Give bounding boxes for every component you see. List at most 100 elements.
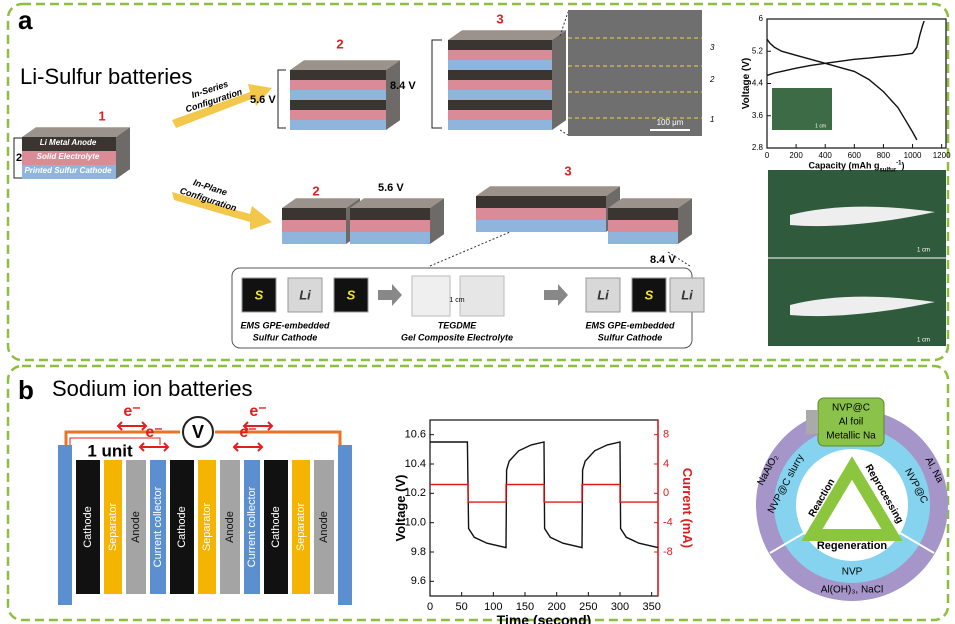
cell-layer (264, 460, 288, 594)
sample-tile (669, 277, 705, 313)
stack-layer (540, 220, 606, 232)
y2-tick-label: -8 (663, 546, 673, 558)
battery-label: Metallic Na (826, 431, 876, 442)
x-tick-label: 0 (765, 151, 770, 160)
x-tick-label: 400 (819, 151, 833, 160)
gel-sheet (459, 275, 505, 317)
layer-label: Anode (318, 511, 330, 543)
stacks (22, 30, 692, 244)
y2-axis-label: Current (mA) (680, 468, 695, 548)
series-line (766, 38, 918, 141)
stack-number: 3 (496, 11, 503, 26)
stack-layer (290, 120, 386, 130)
stack-layer (540, 208, 606, 220)
electron-arrow (242, 421, 274, 431)
cell-layer (104, 460, 122, 594)
voltage: 8.4 V (650, 254, 676, 266)
y2-tick-label: 0 (663, 487, 669, 499)
series-line (766, 20, 925, 77)
layer-label: Li Metal Anode (40, 138, 97, 147)
layer-label: Solid Electrolyte (37, 152, 100, 161)
unit-bracket (69, 437, 161, 445)
electron-arrow (116, 421, 148, 431)
x-tick-label: 150 (516, 601, 534, 613)
x-tick-label: 600 (848, 151, 862, 160)
cell-stack: Cathode Separator Anode Current collector Ca… (58, 445, 352, 605)
caption: EMS GPE-embedded (240, 320, 330, 330)
y-tick-label: 4.4 (752, 79, 764, 88)
x-tick-label: 200 (789, 151, 803, 160)
layer-label: Cathode (82, 506, 94, 548)
panel-b-frame (6, 364, 950, 622)
x-axis-label-part: -1 (896, 160, 902, 166)
x-tick-label: 800 (877, 151, 891, 160)
unit-label: 1 unit (87, 441, 133, 460)
layer-label: Separator (295, 503, 307, 552)
scale-label: 100 μm (657, 118, 684, 127)
sample-tile (241, 277, 277, 313)
stack-number: 1 (98, 108, 105, 123)
stack-side (678, 198, 692, 244)
x-axis-label-part: ) (902, 161, 905, 171)
stack-layer (290, 80, 386, 90)
stack-layer (350, 232, 430, 244)
scale-label: 1 cm (449, 297, 464, 304)
stack-layer (22, 165, 116, 179)
x-tick-label: 50 (456, 601, 468, 613)
panel-a-frame (6, 2, 950, 362)
layer-label: Anode (224, 511, 236, 543)
unit-label: 3 (710, 43, 715, 52)
stack-layer (290, 70, 386, 80)
current-collector (58, 445, 72, 605)
stack-layer (282, 220, 346, 232)
stack-layer (448, 50, 552, 60)
ring-label: Al(OH)₃, NaCl (821, 585, 883, 596)
y-tick-label: 10.6 (405, 429, 426, 441)
voltmeter (182, 416, 214, 448)
panel-title: Li-Sulfur batteries (20, 64, 192, 89)
cell-layer (314, 460, 334, 594)
stack-layer (448, 40, 552, 50)
zoom-line (429, 231, 691, 267)
ring-divider (769, 532, 935, 554)
sample-tile (585, 277, 621, 313)
current-collector (338, 445, 352, 605)
stack-top (282, 198, 360, 208)
unit-label: 2 (709, 75, 715, 84)
voltage: 5.6 V (250, 94, 276, 106)
x-tick-label: 200 (547, 601, 565, 613)
cell-layer (198, 460, 216, 594)
cell-layer (244, 460, 260, 594)
stack-layer (448, 60, 552, 70)
sample-tile (333, 277, 369, 313)
y-tick-label: 9.6 (411, 575, 426, 587)
y-axis-label: Voltage (V) (393, 475, 408, 542)
stack-layer (540, 196, 606, 208)
voltage: 8.4 V (390, 80, 416, 92)
layer-label: Separator (201, 503, 213, 552)
x-tick-label: 0 (427, 601, 433, 613)
layer-label: Anode (130, 511, 142, 543)
x-axis-label: Time (second) (497, 612, 592, 624)
y2-tick-label: 4 (663, 458, 669, 470)
stack-layer (476, 208, 540, 220)
electron-arrow (138, 442, 170, 452)
y-tick-label: 10.4 (405, 458, 426, 470)
layer-label: Current collector (246, 486, 258, 567)
cycle-arrows (801, 456, 903, 541)
stack-side (116, 127, 130, 179)
unit-label: 1 (710, 115, 714, 124)
x-axis-label-part: Capacity (mAh g (808, 161, 879, 171)
scale-label: 1 cm (917, 338, 930, 344)
y2-tick-label: 8 (663, 429, 669, 441)
stack-layer (448, 100, 552, 110)
x-axis-label-part: sulfur (880, 167, 897, 173)
layer-label: Cathode (176, 506, 188, 548)
tile-label: S (347, 287, 356, 302)
y-tick-label: 9.8 (411, 546, 426, 558)
airplane (790, 206, 935, 317)
y-tick-label: 5.2 (752, 46, 764, 55)
y-tick-label: 3.6 (752, 111, 764, 120)
stack-top (22, 127, 130, 137)
